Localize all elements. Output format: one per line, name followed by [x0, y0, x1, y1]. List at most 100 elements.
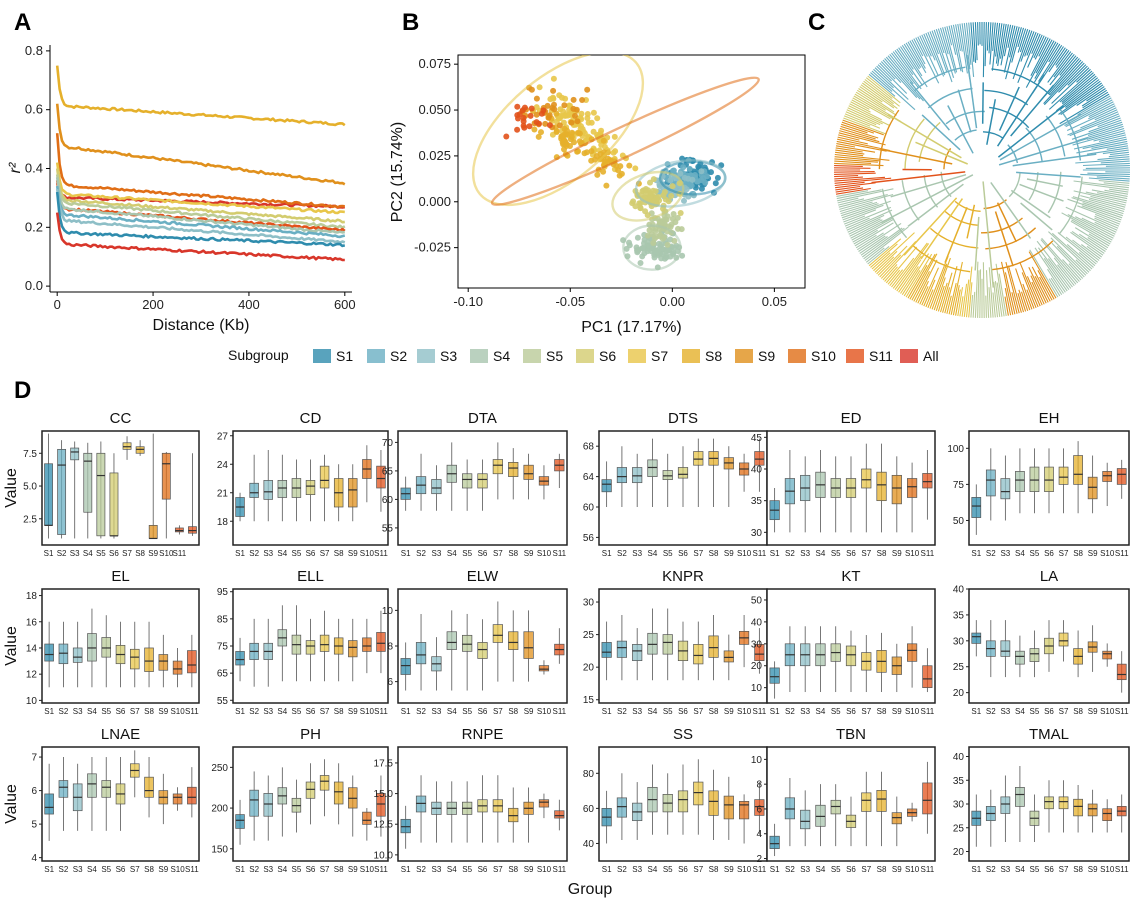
tree-internal-arc	[923, 175, 939, 208]
tree-spoke-branch	[998, 86, 1020, 131]
tree-tip-branch	[1037, 247, 1070, 291]
pca-point-s7	[594, 115, 601, 122]
pca-point-s4	[639, 253, 646, 260]
tree-tip-branch	[882, 59, 918, 98]
tree-tip-branch	[995, 23, 1001, 57]
pca-point-s6	[629, 200, 636, 207]
tree-spoke-branch	[947, 105, 974, 154]
tree-tip-branch	[942, 27, 956, 74]
y-tick-label: 15	[583, 695, 595, 706]
tree-tip-branch	[1066, 107, 1117, 131]
box-s3	[70, 447, 80, 461]
tree-spoke-branch	[1016, 171, 1081, 178]
facet-title: PH	[300, 726, 321, 743]
tree-tip-branch	[1000, 261, 1014, 315]
box-s3	[632, 644, 643, 662]
tree-tip-branch	[857, 89, 897, 116]
tree-tip-branch	[836, 189, 882, 200]
tree-tip-branch	[835, 147, 863, 153]
x-tick-label: S7	[493, 707, 503, 716]
y-tick-label: 20	[583, 663, 595, 674]
tree-tip-branch	[1022, 283, 1033, 310]
x-tick-label: S11	[374, 707, 388, 716]
x-tick-label: S9	[148, 549, 158, 558]
tree-internal-arc	[991, 68, 1051, 96]
facet-title: ELL	[297, 568, 324, 585]
pca-point-s7	[598, 127, 605, 134]
tree-spoke-branch	[999, 113, 1082, 161]
pca-point-s8	[618, 170, 625, 177]
x-tick-label: S7	[693, 865, 703, 874]
x-tick-label: S6	[109, 549, 119, 558]
tree-tip-branch	[871, 252, 891, 270]
tree-tip-branch	[851, 217, 894, 241]
x-tick-label: S1	[971, 865, 981, 874]
x-tick-label: S4	[816, 707, 826, 716]
tree-tip-branch	[913, 270, 930, 302]
tree-tip-branch	[1060, 84, 1104, 116]
x-tick-label: S9	[724, 549, 734, 558]
legend-title: Subgroup	[228, 347, 289, 363]
tree-tip-branch	[929, 263, 948, 309]
box-s11	[754, 644, 765, 662]
tree-spoke-branch	[957, 89, 972, 133]
y-tick-label: 10	[26, 696, 38, 707]
pca-point-s5	[664, 241, 671, 248]
legend-label-s4: S4	[493, 348, 510, 364]
facet-title: DTS	[668, 410, 698, 427]
tree-internal-arc	[1025, 127, 1043, 162]
plot-frame	[457, 54, 806, 289]
y-tick-label: 56	[583, 533, 595, 544]
tree-tip-branch	[868, 238, 902, 267]
tree-tip-branch	[1066, 243, 1094, 268]
tree-tip-branch	[963, 279, 970, 317]
tree-spoke-branch	[990, 181, 1032, 239]
tree-tip-branch	[1031, 266, 1051, 302]
box-s7	[1058, 632, 1069, 647]
pca-point-s6	[660, 192, 667, 199]
pca-point-s11	[521, 104, 528, 111]
y-tick-label: 7.5	[23, 449, 37, 460]
tree-tip-branch	[850, 101, 871, 113]
tree-tip-branch	[1007, 25, 1014, 48]
tree-spoke-branch	[1026, 178, 1063, 187]
ld-line-s6	[55, 168, 345, 224]
box-s7	[693, 451, 704, 466]
panel-label-b: B	[402, 9, 419, 36]
y-tick-label: 50	[751, 595, 763, 606]
tree-tip-branch	[838, 132, 886, 146]
y-tick-label: 25	[953, 662, 965, 673]
tree-tip-branch	[982, 262, 985, 319]
box-s4	[1015, 471, 1025, 492]
boxplot-elw: ELW 6 8 10 S1 S2 S3 S4 S5 S6 S7 S8 S9 S10 S11	[382, 568, 568, 716]
x-tick-label: S10	[360, 707, 375, 716]
x-tick-label: S3	[1000, 707, 1010, 716]
tree-tip-branch	[885, 246, 918, 284]
x-tick-label: S5	[1030, 707, 1040, 716]
tree-tip-branch	[998, 273, 1007, 317]
pca-point-s7	[550, 75, 557, 82]
panel-a-ld-decay: 0 200 400 600 0.0 0.2 0.4 0.6 0.8 Distance (Kb) r²	[7, 43, 356, 334]
x-tick-label: S4	[447, 549, 457, 558]
box-s4	[87, 633, 97, 662]
tree-tip-branch	[1028, 251, 1057, 299]
x-tick-label: S4	[816, 865, 826, 874]
scatter-points	[503, 75, 725, 271]
y-tick-label: 17.5	[374, 758, 394, 769]
pca-point-s7	[562, 95, 569, 102]
tree-tip-branch	[835, 185, 861, 191]
x-tick-label: S6	[678, 549, 688, 558]
ld-line-s2	[55, 185, 346, 239]
y-tick-label: 55	[217, 696, 229, 707]
y-tick-label: 0.075	[418, 56, 451, 71]
tree-spoke-branch	[996, 202, 1017, 243]
tree-tip-branch	[843, 209, 877, 223]
tree-tip-branch	[961, 283, 968, 317]
box-s9	[523, 631, 534, 659]
x-tick-label: S2	[59, 865, 69, 874]
tree-tip-branch	[858, 222, 902, 252]
x-tick-label: S10	[537, 865, 552, 874]
tree-tip-branch	[927, 255, 949, 309]
x-tick-label: S5	[462, 865, 472, 874]
pca-point-s4	[671, 244, 678, 251]
